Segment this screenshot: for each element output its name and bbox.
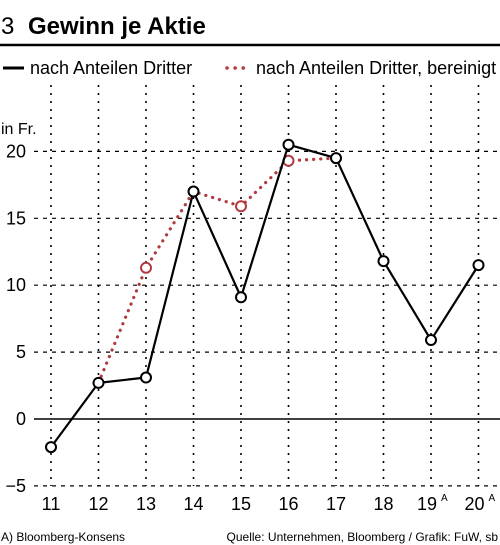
data-point-adjusted: [235, 200, 247, 213]
gridlines: [34, 85, 500, 487]
x-tick-superscript: A: [441, 493, 448, 504]
y-tick-label: −5: [5, 476, 26, 496]
x-tick-label: 12: [88, 494, 108, 514]
series-reported: [45, 138, 485, 454]
legend-label-adjusted: nach Anteilen Dritter, bereinigt: [256, 58, 496, 78]
x-tick-label: 11: [42, 494, 61, 514]
x-tick-label: 13: [136, 494, 156, 514]
data-point-reported: [45, 441, 57, 454]
series-line-reported: [50, 143, 480, 448]
x-tick-label: 18: [373, 494, 393, 514]
legend-label-reported: nach Anteilen Dritter: [30, 58, 192, 78]
x-tick-superscript: A: [489, 493, 496, 504]
y-tick-label: 10: [6, 275, 26, 295]
data-point-reported: [235, 291, 247, 304]
x-tick-label: 17: [326, 494, 346, 514]
footnote: A) Bloomberg-Konsens: [1, 530, 125, 544]
y-tick-labels: −5 0 5 10 15 20: [5, 141, 26, 496]
data-point-reported: [187, 185, 200, 198]
data-point-reported: [377, 255, 390, 268]
y-tick-label: 20: [6, 141, 26, 161]
chart-number: 3: [1, 13, 14, 40]
series-adjusted: [96, 154, 338, 385]
x-tick-label: 20: [464, 494, 484, 514]
x-tick-labels: 11 12 13 14 15 16 17 18 19 A 20 A: [42, 493, 496, 514]
data-point-reported: [282, 138, 295, 151]
data-point-reported: [92, 376, 105, 389]
data-point-reported: [472, 259, 485, 272]
x-tick-label: 15: [231, 494, 251, 514]
x-tick-label: 16: [278, 494, 298, 514]
y-tick-label: 5: [16, 342, 26, 362]
x-tick-label: 19: [417, 494, 437, 514]
data-point-reported: [330, 152, 342, 165]
data-point-adjusted: [140, 261, 152, 274]
y-axis-unit: in Fr.: [1, 121, 37, 138]
y-tick-label: 15: [6, 208, 26, 228]
x-tick-label: 14: [183, 494, 203, 514]
y-tick-label: 0: [16, 409, 26, 429]
legend: nach Anteilen Dritter nach Anteilen Drit…: [3, 58, 496, 78]
chart-title: Gewinn je Aktie: [28, 13, 206, 40]
data-point-reported: [140, 371, 152, 384]
series-line-adjusted: [96, 156, 338, 385]
data-point-reported: [425, 334, 437, 347]
source-credit: Quelle: Unternehmen, Bloomberg / Grafik:…: [227, 530, 499, 544]
